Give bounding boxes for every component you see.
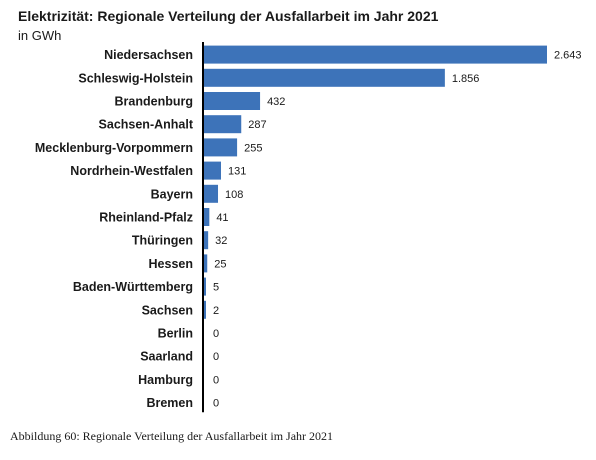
data-label: 131 bbox=[228, 166, 246, 178]
data-label: 108 bbox=[225, 189, 243, 201]
bar bbox=[204, 138, 238, 157]
figure-caption: Abbildung 60: Regionale Verteilung der A… bbox=[10, 429, 334, 443]
chart-title: Elektrizität: Regionale Verteilung der A… bbox=[18, 8, 439, 24]
data-label: 2.643 bbox=[554, 50, 582, 62]
category-label: Brandenburg bbox=[115, 95, 193, 109]
category-label: Saarland bbox=[140, 350, 193, 364]
category-label: Sachsen bbox=[142, 303, 193, 317]
bar bbox=[204, 115, 242, 134]
bar-chart: Niedersachsen 2.643 Schleswig-Holstein 1.85… bbox=[35, 42, 582, 413]
category-label: Thüringen bbox=[132, 234, 193, 248]
data-label: 5 bbox=[213, 282, 219, 294]
data-label: 0 bbox=[213, 351, 219, 363]
category-label: Schleswig-Holstein bbox=[78, 71, 193, 85]
bar bbox=[204, 231, 209, 250]
data-label: 0 bbox=[213, 398, 219, 410]
bar bbox=[204, 184, 219, 203]
category-label: Nordrhein-Westfalen bbox=[70, 164, 193, 178]
bar bbox=[204, 45, 547, 64]
category-label: Berlin bbox=[158, 327, 193, 341]
category-label: Mecklenburg-Vorpommern bbox=[35, 141, 193, 155]
data-label: 0 bbox=[213, 374, 219, 386]
category-label: Hamburg bbox=[138, 373, 193, 387]
data-label: 1.856 bbox=[452, 73, 480, 85]
data-label: 32 bbox=[215, 235, 227, 247]
category-label: Bremen bbox=[146, 396, 193, 410]
data-label: 41 bbox=[216, 212, 228, 224]
data-label: 287 bbox=[248, 119, 266, 131]
category-label: Niedersachsen bbox=[104, 48, 193, 62]
category-label: Baden-Württemberg bbox=[73, 280, 193, 294]
bar bbox=[204, 208, 210, 226]
bar bbox=[204, 300, 206, 319]
category-label: Hessen bbox=[149, 257, 193, 271]
category-label: Rheinland-Pfalz bbox=[99, 211, 193, 225]
data-label: 2 bbox=[213, 305, 219, 317]
data-label: 432 bbox=[267, 96, 285, 108]
data-label: 0 bbox=[213, 328, 219, 340]
bar bbox=[204, 254, 208, 273]
category-label: Bayern bbox=[151, 187, 193, 201]
data-label: 25 bbox=[214, 258, 226, 270]
bar bbox=[204, 161, 222, 180]
data-label: 255 bbox=[244, 142, 262, 154]
category-label: Sachsen-Anhalt bbox=[99, 118, 194, 132]
bar bbox=[204, 92, 261, 110]
chart-subtitle: in GWh bbox=[18, 28, 62, 43]
bar bbox=[204, 277, 206, 296]
bar bbox=[204, 68, 445, 87]
